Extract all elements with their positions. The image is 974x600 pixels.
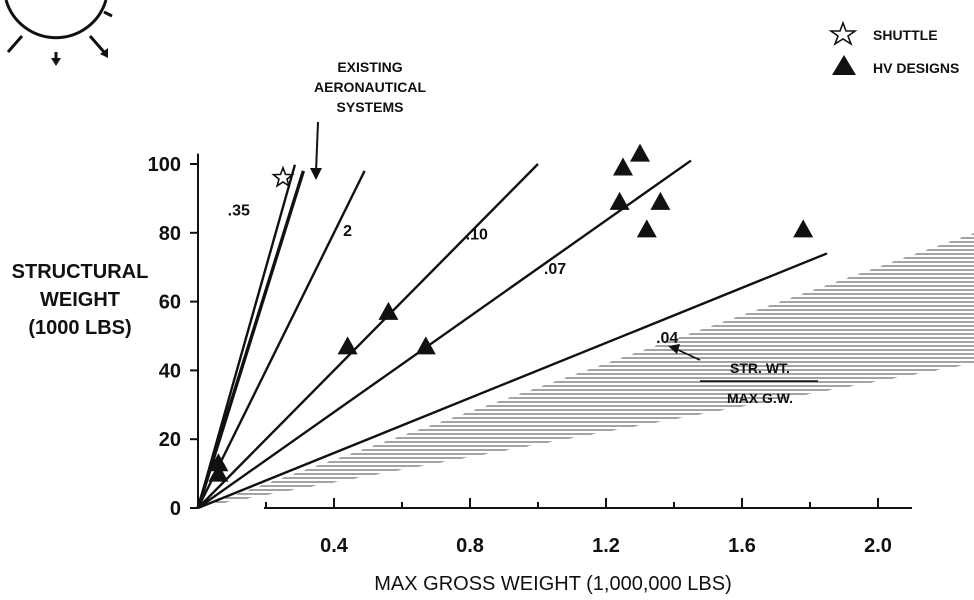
annotation-line-1: EXISTING xyxy=(337,59,402,75)
legend: SHUTTLE HV DESIGNS xyxy=(828,20,959,76)
hv-design-point xyxy=(613,157,633,176)
ratio-line-label: .07 xyxy=(544,261,566,278)
ratio-line-label: .10 xyxy=(466,227,488,244)
legend-star-icon xyxy=(828,20,858,46)
y-axis-title-line-3: (1000 LBS) xyxy=(28,317,131,339)
legend-triangle-icon xyxy=(832,55,856,75)
shaded-region xyxy=(211,233,974,504)
ratio-line xyxy=(197,252,828,510)
annotation-arrowhead-icon xyxy=(310,168,322,180)
hv-design-point xyxy=(636,219,657,238)
ratio-legend-arrow xyxy=(675,348,701,361)
y-axis-title-line-2: WEIGHT xyxy=(40,289,120,311)
ratio-line xyxy=(197,159,692,509)
ratio-lines: .35 2 .10 .07 .04 xyxy=(196,159,828,510)
x-axis-title: MAX GROSS WEIGHT (1,000,000 LBS) xyxy=(374,573,732,595)
existing-systems-annotation: EXISTING AERONAUTICAL SYSTEMS xyxy=(310,59,426,180)
annotation-arrow xyxy=(315,121,319,173)
hv-design-point xyxy=(793,219,814,238)
y-tick-label: 80 xyxy=(159,223,181,245)
hv-design-point xyxy=(337,336,358,355)
shaded-region-fill xyxy=(211,233,974,504)
x-tick-label: 0.8 xyxy=(456,535,484,557)
x-tick-label: 1.6 xyxy=(728,535,756,557)
hv-design-point xyxy=(208,453,229,472)
ratio-legend-arrowhead-icon xyxy=(668,344,680,354)
ratio-legend-denominator: MAX G.W. xyxy=(727,390,793,406)
shuttle-point xyxy=(271,165,295,188)
sun-emblem-icon xyxy=(4,0,113,66)
hv-design-point xyxy=(378,301,399,320)
ratio-legend-numerator: STR. WT. xyxy=(730,360,790,376)
tick-labels: 0 20 40 60 80 100 0.4 0.8 1.2 1.6 2.0 xyxy=(148,154,892,557)
x-tick-label: 0.4 xyxy=(320,535,349,557)
legend-label-shuttle: SHUTTLE xyxy=(873,27,938,43)
axes xyxy=(190,153,912,509)
y-tick-label: 0 xyxy=(170,498,181,520)
hv-design-point xyxy=(630,143,650,162)
y-axis-title-line-1: STRUCTURAL xyxy=(12,261,149,283)
y-tick-label: 40 xyxy=(159,360,181,382)
y-tick-label: 60 xyxy=(159,292,181,314)
hv-design-point xyxy=(415,336,436,355)
ratio-line-label: .04 xyxy=(656,330,678,347)
ratio-line xyxy=(197,163,539,509)
y-tick-label: 100 xyxy=(148,154,181,176)
hv-design-point xyxy=(650,191,671,210)
x-tick-label: 1.2 xyxy=(592,535,620,557)
legend-label-hv-designs: HV DESIGNS xyxy=(873,60,959,76)
hv-design-point xyxy=(609,191,630,210)
ratio-line-label: .35 xyxy=(228,203,250,220)
data-points xyxy=(208,143,814,482)
ratio-line xyxy=(196,170,366,509)
y-axis-title: STRUCTURAL WEIGHT (1000 LBS) xyxy=(12,261,149,339)
hv-design-point xyxy=(208,463,229,482)
y-tick-label: 20 xyxy=(159,429,181,451)
ratio-legend: STR. WT. MAX G.W. xyxy=(668,344,818,406)
shaded-region-boundary-line xyxy=(196,170,306,509)
annotation-line-3: SYSTEMS xyxy=(337,99,404,115)
ratio-line-label: 2 xyxy=(343,223,352,240)
x-tick-label: 2.0 xyxy=(864,535,892,557)
annotation-line-2: AERONAUTICAL xyxy=(314,79,426,95)
